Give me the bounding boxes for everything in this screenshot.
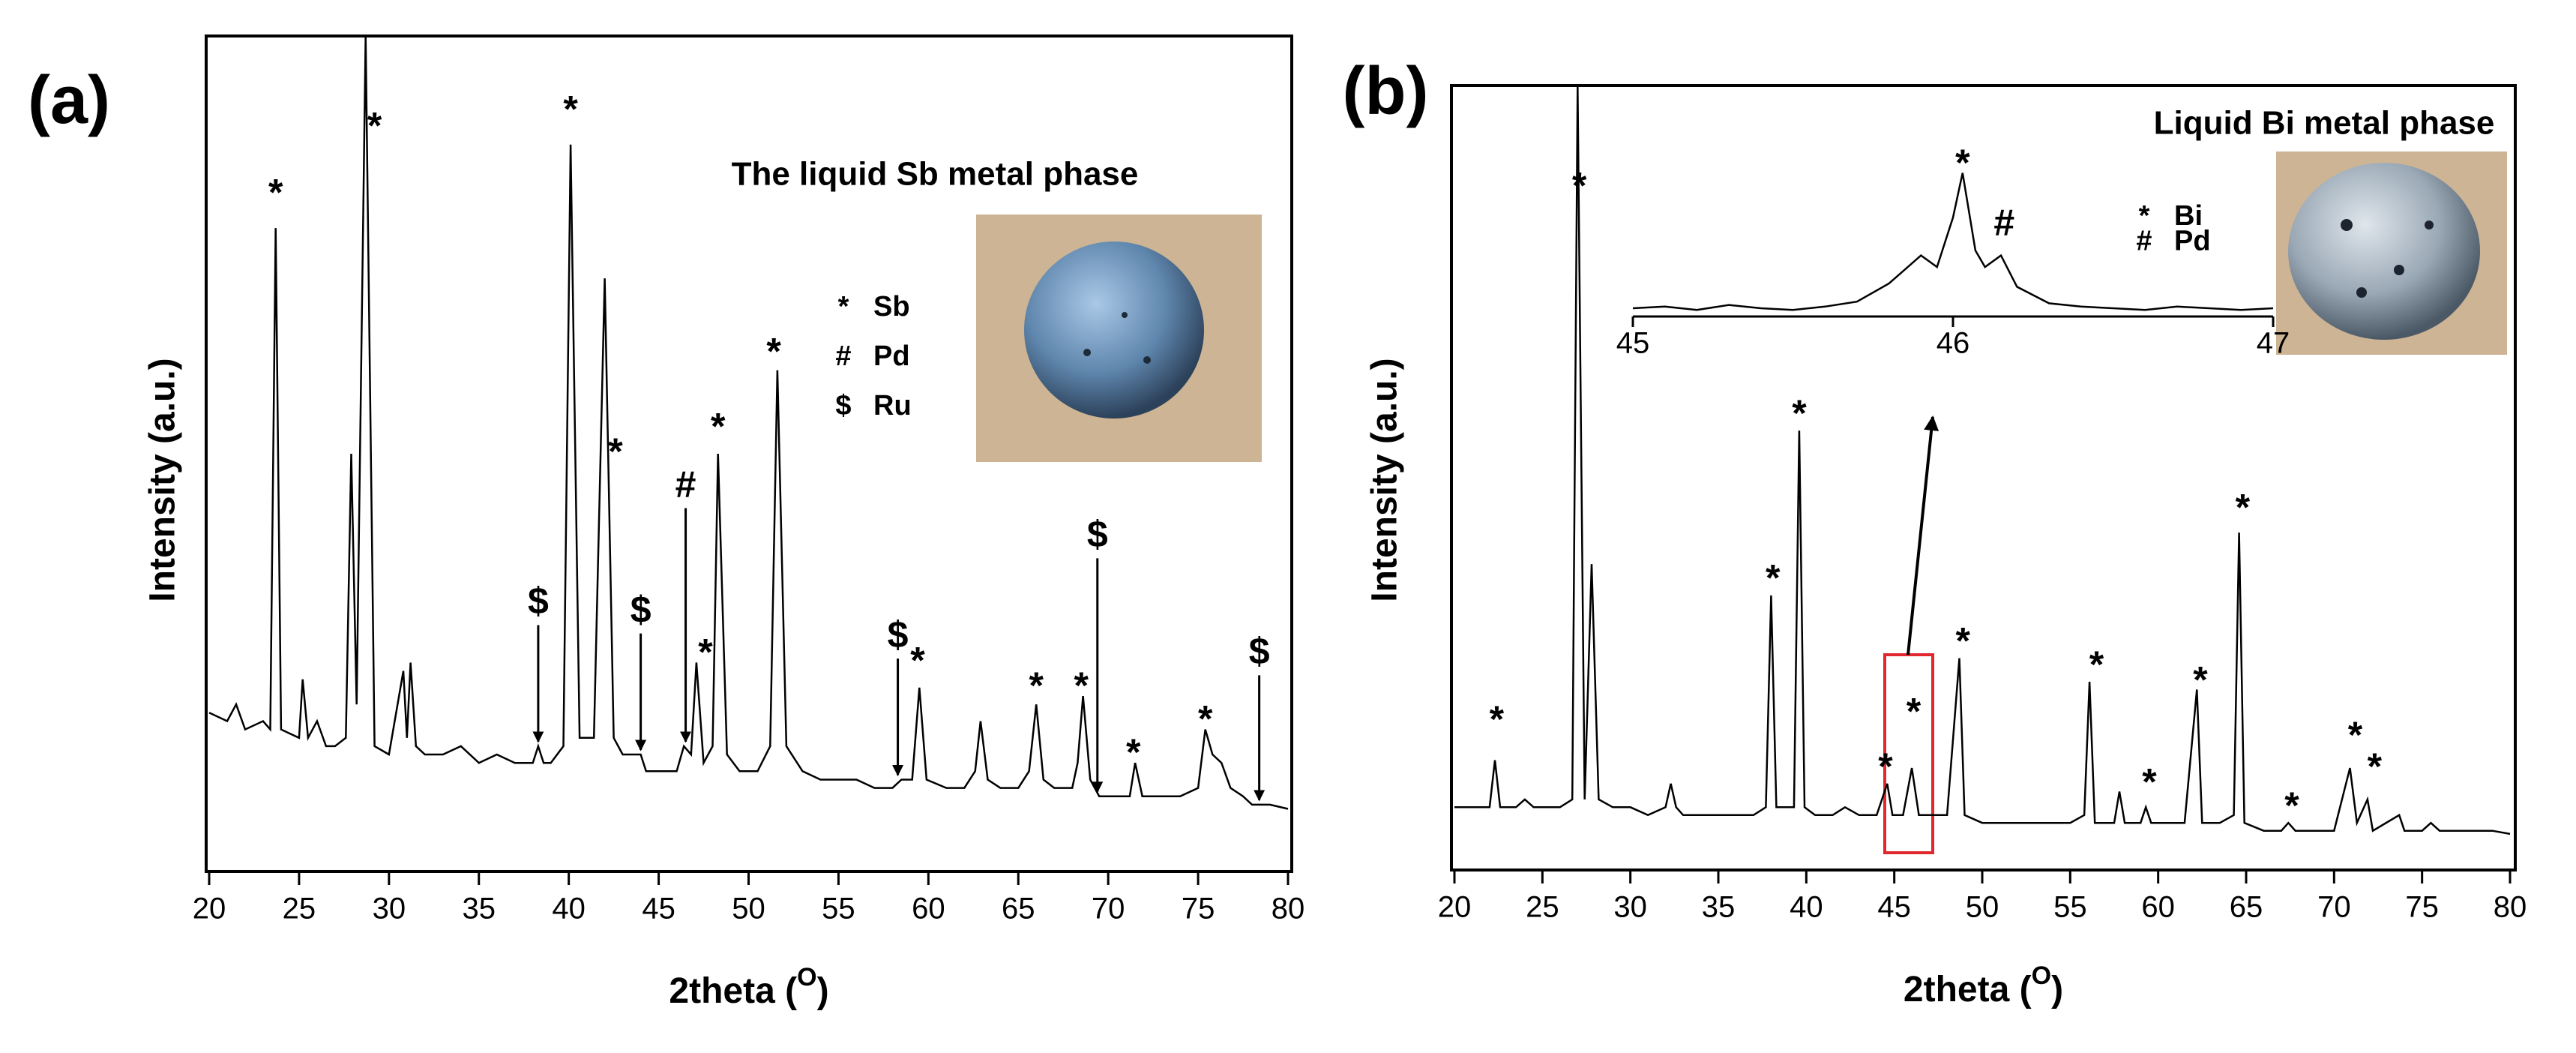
peak-marker: * xyxy=(1955,620,1970,662)
peak-marker: * xyxy=(1074,664,1089,706)
peak-marker: # xyxy=(675,464,696,506)
y-axis-label: Intensity (a.u.) xyxy=(1365,358,1405,602)
peak-marker: * xyxy=(608,430,623,472)
peak-marker: * xyxy=(2284,784,2299,826)
peak-marker: * xyxy=(1572,165,1587,207)
x-tick-label: 45 xyxy=(1877,891,1911,924)
peak-marker: $ xyxy=(631,589,651,631)
x-axis-label: 2theta (O) xyxy=(1904,962,2063,1010)
peak-marker: * xyxy=(1878,746,1893,788)
peak-marker: * xyxy=(1792,392,1807,434)
x-tick-label: 80 xyxy=(2494,891,2527,924)
x-tick-label: 60 xyxy=(2141,891,2175,924)
panel-label: (a) xyxy=(28,63,110,138)
x-tick-label: 46 xyxy=(1936,327,1970,360)
peak-marker: * xyxy=(1955,142,1970,184)
panel-label: (b) xyxy=(1343,54,1429,129)
x-tick-label: 70 xyxy=(2317,891,2351,924)
photo-sb xyxy=(976,214,1262,462)
x-tick-label: 35 xyxy=(463,892,496,926)
xrd-line xyxy=(1633,172,2273,311)
x-tick-label: 55 xyxy=(2053,891,2087,924)
x-tick-label: 50 xyxy=(732,892,765,926)
x-axis-label: 2theta (O) xyxy=(669,963,828,1011)
peak-marker: * xyxy=(268,172,283,214)
peak-marker: * xyxy=(2193,659,2208,701)
x-tick-label: 70 xyxy=(1092,892,1125,926)
x-tick-label: 60 xyxy=(912,892,945,926)
peak-marker: * xyxy=(1126,731,1141,773)
peak-marker: * xyxy=(2348,714,2363,756)
panel-title: The liquid Sb metal phase xyxy=(732,156,1139,193)
x-axis-label-part: 2theta ( xyxy=(1904,970,2032,1010)
x-axis-label-part: O xyxy=(2032,962,2051,990)
peak-marker: * xyxy=(2142,761,2157,803)
x-tick-label: 25 xyxy=(1526,891,1559,924)
legend-name: Ru xyxy=(873,390,912,422)
peak-marker: * xyxy=(367,105,382,147)
peak-marker: * xyxy=(1907,691,1922,733)
peak-marker: * xyxy=(910,640,925,682)
x-tick-label: 30 xyxy=(373,892,406,926)
peak-marker: $ xyxy=(1249,631,1270,673)
photo-bi xyxy=(2276,152,2507,355)
x-tick-label: 80 xyxy=(1272,892,1305,926)
legend-symbol: * xyxy=(2139,200,2150,232)
x-tick-label: 25 xyxy=(283,892,316,926)
peak-marker: $ xyxy=(1087,514,1108,556)
y-axis-label: Intensity (a.u.) xyxy=(143,358,183,602)
x-tick-label: 55 xyxy=(822,892,855,926)
x-tick-label: 75 xyxy=(2405,891,2439,924)
peak-marker: * xyxy=(2236,487,2251,529)
legend-name: Sb xyxy=(873,291,910,322)
x-axis-label-part: O xyxy=(797,963,816,992)
x-tick-label: 45 xyxy=(642,892,675,926)
legend-name: Bi xyxy=(2174,200,2203,232)
peak-marker: $ xyxy=(888,614,909,656)
peak-marker: * xyxy=(1029,664,1044,706)
peak-marker: * xyxy=(1198,698,1213,740)
peak-marker: * xyxy=(1766,557,1781,599)
legend-name: Pd xyxy=(873,340,910,372)
x-tick-label: 47 xyxy=(2257,327,2290,360)
x-tick-label: 50 xyxy=(1966,891,1999,924)
x-axis-label-part: ) xyxy=(817,971,829,1011)
legend-symbol: $ xyxy=(835,390,851,422)
peak-marker: * xyxy=(2368,746,2383,788)
legend-symbol: # xyxy=(2136,226,2152,257)
x-tick-label: 20 xyxy=(1438,891,1472,924)
peak-marker: * xyxy=(711,406,726,448)
xrd-line xyxy=(1454,86,2511,836)
x-tick-label: 35 xyxy=(1702,891,1736,924)
x-tick-label: 30 xyxy=(1613,891,1647,924)
legend-symbol: # xyxy=(835,340,851,372)
peak-marker: $ xyxy=(528,580,549,622)
x-axis-label-part: 2theta ( xyxy=(669,971,797,1011)
x-tick-label: 45 xyxy=(1616,327,1650,360)
x-tick-label: 65 xyxy=(2230,891,2263,924)
x-tick-label: 40 xyxy=(1790,891,1823,924)
peak-marker: * xyxy=(1490,698,1505,740)
zoom-arrow xyxy=(1907,416,1939,656)
peak-marker: * xyxy=(766,330,781,372)
x-tick-label: 75 xyxy=(1182,892,1215,926)
x-tick-label: 20 xyxy=(193,892,226,926)
x-tick-label: 65 xyxy=(1002,892,1035,926)
x-axis-label-part: ) xyxy=(2051,970,2063,1010)
peak-marker: # xyxy=(1993,202,2014,244)
peak-marker: * xyxy=(2089,644,2104,686)
panel-title: Liquid Bi metal phase xyxy=(2154,105,2495,142)
x-tick-label: 40 xyxy=(552,892,586,926)
legend-symbol: * xyxy=(838,291,849,322)
peak-marker: * xyxy=(698,631,713,673)
peak-marker: * xyxy=(563,88,578,130)
legend-name: Pd xyxy=(2174,226,2211,257)
